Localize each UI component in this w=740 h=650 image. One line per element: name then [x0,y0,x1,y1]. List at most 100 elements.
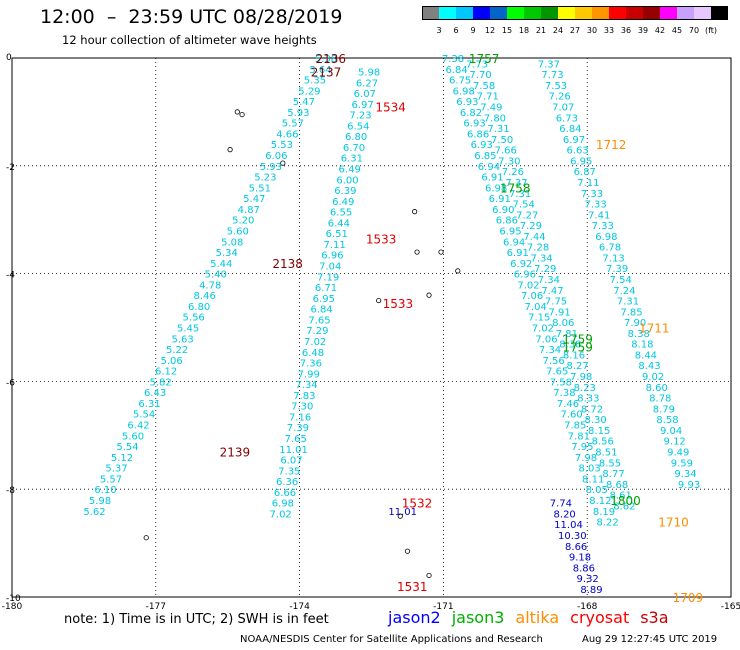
swh-value: 6.93 [471,140,493,151]
scale-label: 27 [570,26,580,35]
swh-value: 8.60 [646,383,668,394]
swh-value: 7.41 [588,210,610,221]
swh-value: 7.30 [498,156,520,167]
swh-value: 8.15 [588,426,610,437]
swh-value: 6.97 [351,100,373,111]
swh-value: 7.58 [473,81,495,92]
swh-value: 5.34 [216,248,238,259]
swh-value: 7.74 [550,499,572,510]
swh-value: 7.02 [304,337,326,348]
island-outline [426,292,432,298]
swh-value: 6.43 [144,388,166,399]
scale-label: 42 [655,26,665,35]
swh-value: 7.34 [538,275,560,286]
island-outline [227,147,233,153]
track-time-label: 1532 [402,497,433,511]
swh-value: 8.89 [580,585,602,596]
swh-value: 7.49 [480,103,502,114]
swh-value: 7.70 [469,70,491,81]
swh-value: 7.34 [539,345,561,356]
swh-value: 7.31 [617,297,639,308]
swh-value: 8.43 [638,361,660,372]
swh-value: 7.07 [552,103,574,114]
scale-swatch [711,6,728,20]
swh-value: 6.12 [155,367,177,378]
swh-value: 5.22 [166,345,188,356]
swh-value: 6.85 [474,151,496,162]
swh-value: 6.49 [339,164,361,175]
swh-value: 6.84 [311,305,333,316]
swh-value: 4.66 [276,129,298,140]
swh-value: 6.82 [460,108,482,119]
swh-value: 6.63 [566,146,588,157]
swh-value: 7.30 [291,402,313,413]
swh-value: 7.35 [278,466,300,477]
swh-value: 5.60 [227,226,249,237]
swh-value: 5.64 [309,65,331,76]
swh-value: 6.93 [456,97,478,108]
swh-value: 5.98 [358,67,380,78]
scale-swatch [694,6,711,20]
swh-value: 6.10 [94,485,116,496]
swh-value: 7.38 [442,54,464,65]
swh-value: 8.12 [589,496,611,507]
satellite-legend-altika: altika [515,608,560,627]
swh-value: 5.29 [298,86,320,97]
swh-value: 6.96 [321,251,343,262]
swh-value: 8.77 [602,469,624,480]
swh-value: 8.23 [574,383,596,394]
swh-value: 7.85 [620,307,642,318]
swh-value: 6.36 [276,477,298,488]
scale-swatch [473,6,490,20]
scale-swatch [558,6,575,20]
track-time-label: 2138 [272,257,303,271]
swh-value: 6.75 [449,76,471,87]
scale-label: 15 [502,26,512,35]
scale-swatch [660,6,677,20]
scale-swatch [456,6,473,20]
swh-value: 7.46 [557,399,579,410]
swh-value: 7.04 [319,262,341,273]
x-tick-label: -165 [721,602,740,612]
swh-value: 7.13 [602,253,624,264]
swh-value: 6.98 [272,499,294,510]
swh-value: 6.44 [328,218,350,229]
swh-value: 7.29 [306,326,328,337]
scale-label: 3 [436,26,441,35]
swh-value: 5.62 [83,507,105,518]
swh-value: 6.98 [595,232,617,243]
swh-value: 8.11 [582,474,604,485]
swh-value: 7.33 [584,200,606,211]
swh-value: 7.06 [535,334,557,345]
swh-value: 5.82 [149,377,171,388]
x-tick-label: -180 [2,602,23,612]
track-time-label: 1757 [469,52,500,66]
swh-value: 5.35 [304,76,326,87]
y-tick-label: -10 [6,594,21,604]
swh-value: 6.91 [507,248,529,259]
scale-label: 21 [536,26,546,35]
scale-label: 36 [621,26,631,35]
swh-value: 8.44 [635,350,657,361]
swh-value: 5.08 [221,237,243,248]
track-time-label: 1709 [673,591,704,605]
swh-value: 6.31 [138,399,160,410]
track-time-label: 1531 [397,580,428,594]
track-time-label: 1759 [562,340,593,354]
swh-value: 7.98 [570,372,592,383]
swh-value: 5.57 [282,119,304,130]
scale-swatch [677,6,694,20]
swh-value: 7.54 [513,200,535,211]
swh-value: 6.49 [332,197,354,208]
track-time-label: 1712 [596,138,627,152]
swh-value: 4.78 [199,280,221,291]
scale-border [422,6,728,20]
track-time-label: 1534 [375,101,406,115]
swh-value: 6.54 [347,121,369,132]
swh-value: 7.60 [560,410,582,421]
swh-value: 6.84 [445,65,467,76]
map-frame [11,57,732,598]
swh-value: 5.06 [160,356,182,367]
swh-value: 8.68 [606,480,628,491]
swh-value: 7.65 [308,315,330,326]
